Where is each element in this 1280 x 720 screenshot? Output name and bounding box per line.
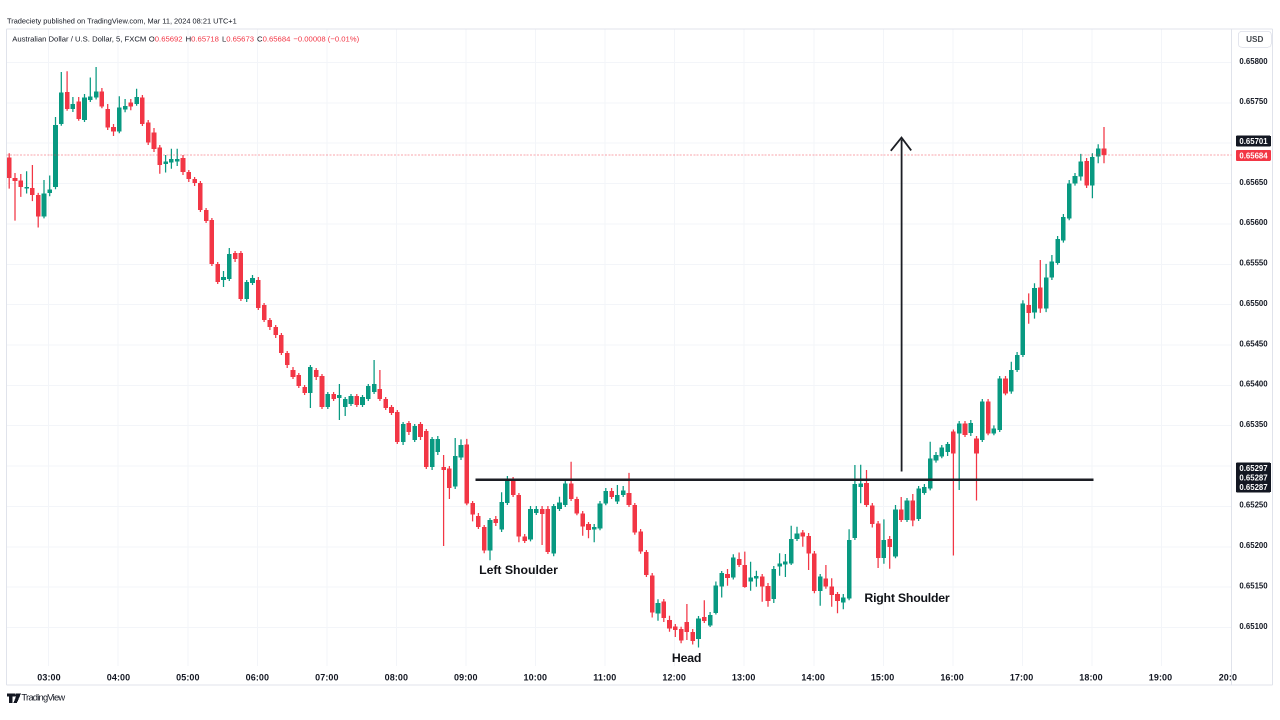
svg-text:TradingView: TradingView [21,692,65,703]
svg-text:10:00: 10:00 [524,672,548,682]
svg-text:19:00: 19:00 [1149,672,1173,682]
svg-text:Right Shoulder: Right Shoulder [864,591,950,605]
svg-text:0.65600: 0.65600 [1239,218,1268,227]
svg-text:17:00: 17:00 [1010,672,1034,682]
svg-text:03:00: 03:00 [37,672,61,682]
svg-text:05:00: 05:00 [176,672,200,682]
svg-text:0.65400: 0.65400 [1239,380,1268,389]
svg-text:04:00: 04:00 [107,672,131,682]
svg-text:0.65500: 0.65500 [1239,299,1268,308]
svg-text:12:00: 12:00 [662,672,686,682]
svg-text:USD: USD [1246,35,1263,44]
svg-text:0.65287: 0.65287 [1239,473,1267,482]
svg-text:14:00: 14:00 [801,672,825,682]
svg-text:08:00: 08:00 [385,672,409,682]
svg-text:Head: Head [672,651,702,665]
svg-text:0.65701: 0.65701 [1239,137,1268,146]
svg-text:20:0: 20:0 [1219,672,1237,682]
svg-text:0.65750: 0.65750 [1239,97,1268,106]
svg-text:0.65200: 0.65200 [1239,541,1268,550]
svg-text:0.65650: 0.65650 [1239,178,1268,187]
svg-text:0.65350: 0.65350 [1239,420,1268,429]
svg-text:07:00: 07:00 [315,672,339,682]
svg-text:Left Shoulder: Left Shoulder [479,563,558,577]
svg-text:0.65250: 0.65250 [1239,501,1268,510]
svg-text:0.65684: 0.65684 [1239,151,1268,160]
svg-text:09:00: 09:00 [454,672,478,682]
svg-text:0.65550: 0.65550 [1239,259,1268,268]
svg-text:15:00: 15:00 [871,672,895,682]
svg-text:0.65150: 0.65150 [1239,581,1268,590]
svg-text:0.65450: 0.65450 [1239,339,1268,348]
svg-text:13:00: 13:00 [732,672,756,682]
svg-text:Tradeciety published on Tradin: Tradeciety published on TradingView.com,… [7,17,237,26]
svg-text:Australian Dollar / U.S. Dolla: Australian Dollar / U.S. Dollar, 5, FXCM… [12,34,359,43]
svg-text:16:00: 16:00 [940,672,964,682]
svg-text:0.65297: 0.65297 [1239,464,1267,473]
svg-text:0.65800: 0.65800 [1239,57,1268,66]
svg-text:06:00: 06:00 [246,672,270,682]
svg-text:0.65100: 0.65100 [1239,622,1268,631]
svg-text:0.65287: 0.65287 [1239,483,1267,492]
svg-text:18:00: 18:00 [1079,672,1103,682]
svg-text:11:00: 11:00 [593,672,616,682]
